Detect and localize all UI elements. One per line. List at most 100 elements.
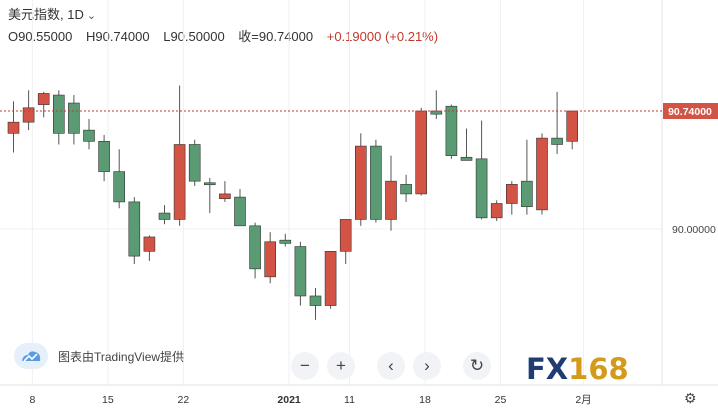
- x-tick-label: 22: [178, 394, 190, 406]
- candle-body: [7, 121, 20, 134]
- candle: [7, 101, 20, 153]
- candle: [505, 181, 518, 215]
- candle: [294, 241, 307, 306]
- candle: [445, 104, 458, 159]
- candle-body: [324, 251, 337, 306]
- candle-body: [339, 219, 352, 252]
- zoom-in-button[interactable]: +: [327, 352, 355, 380]
- minus-icon: −: [300, 356, 310, 375]
- candle-body: [536, 137, 548, 211]
- scroll-right-button[interactable]: ›: [413, 352, 441, 380]
- candle: [490, 200, 503, 222]
- candle: [52, 90, 65, 145]
- scroll-left-button[interactable]: ‹: [377, 352, 405, 380]
- candle-body: [566, 110, 579, 142]
- candle: [219, 181, 231, 202]
- zoom-out-button[interactable]: −: [291, 352, 319, 380]
- candle-body: [143, 236, 156, 252]
- candle-body: [249, 225, 261, 270]
- candle-body: [52, 94, 65, 134]
- last-price-badge-bg: [663, 103, 718, 119]
- candle-body: [400, 184, 412, 195]
- time-axis: 8 15 22 2021 11 18 25 2月: [29, 394, 591, 406]
- candle-body: [505, 184, 518, 204]
- x-tick-label: 15: [102, 394, 114, 406]
- candle: [324, 251, 337, 309]
- tradingview-logo-icon: [14, 343, 48, 369]
- candle-body: [475, 158, 488, 219]
- candle-body: [98, 140, 110, 172]
- candle: [173, 85, 186, 226]
- candle-body: [385, 180, 397, 220]
- candle-body: [22, 107, 35, 123]
- chevron-down-icon[interactable]: ⌄: [86, 10, 97, 22]
- candle: [460, 128, 473, 161]
- candle-body: [113, 171, 125, 203]
- last-price-label: 90.74000: [668, 106, 712, 118]
- candle: [264, 232, 277, 284]
- symbol-name: 美元指数: [8, 7, 61, 22]
- chevron-right-icon: ›: [424, 356, 430, 375]
- chevron-left-icon: ‹: [388, 356, 394, 375]
- candle: [83, 118, 95, 150]
- candle-body: [83, 129, 95, 142]
- candle: [370, 139, 382, 223]
- attribution-text: 图表由TradingView提供: [58, 349, 185, 364]
- candle-body: [370, 145, 382, 220]
- candle: [128, 197, 141, 265]
- candle-body: [279, 239, 292, 244]
- x-tick-label: 11: [344, 394, 355, 406]
- candle: [22, 90, 35, 131]
- reset-chart-button[interactable]: ↻: [463, 352, 491, 380]
- ohlc-legend: O90.55000 H90.74000 L90.50000 收=90.74000…: [8, 26, 448, 45]
- candle-body: [309, 295, 322, 306]
- candle: [400, 174, 412, 202]
- candle-body: [460, 156, 473, 161]
- gear-icon[interactable]: ⚙: [684, 390, 697, 406]
- x-tick-label: 18: [419, 394, 431, 406]
- candle-body: [354, 145, 367, 220]
- reset-icon: ↻: [469, 356, 485, 375]
- candle: [430, 90, 443, 119]
- candle: [143, 235, 156, 261]
- plus-icon: +: [336, 356, 346, 375]
- candle-body: [490, 203, 503, 219]
- candle-body: [264, 241, 277, 278]
- candle: [204, 177, 216, 214]
- tradingview-attribution[interactable]: 图表由TradingView提供: [14, 343, 184, 369]
- chart-title[interactable]: 美元指数, 1D ⌄: [8, 7, 97, 22]
- candle: [354, 133, 367, 226]
- change-value: +0.19000 (+0.21%): [326, 29, 439, 44]
- candle: [68, 95, 80, 145]
- candle-body: [128, 201, 141, 257]
- candle-body: [204, 182, 216, 186]
- candles: [7, 85, 579, 320]
- x-tick-label: 25: [495, 394, 507, 406]
- high-value: H90.74000: [85, 29, 150, 44]
- candle-body: [68, 102, 80, 134]
- fx168-logo: FX168: [526, 352, 629, 386]
- candle: [385, 155, 397, 231]
- candle: [566, 110, 579, 150]
- candle: [309, 288, 322, 320]
- close-value: 收=90.74000: [238, 29, 314, 44]
- candle-body: [445, 105, 458, 156]
- candle: [551, 91, 563, 155]
- candle-body: [219, 193, 231, 200]
- x-tick-label: 8: [29, 394, 35, 406]
- candle: [475, 120, 488, 220]
- candle-body: [37, 93, 50, 105]
- chart-grid: [0, 0, 662, 385]
- x-tick-label: 2月: [575, 394, 591, 406]
- candle: [339, 219, 352, 265]
- price-axis: 90.00000: [672, 224, 716, 236]
- candle: [158, 205, 171, 225]
- candle-body: [521, 180, 533, 207]
- candle: [249, 222, 261, 279]
- candle: [234, 189, 246, 227]
- candle: [536, 133, 548, 215]
- interval-label: 1D: [67, 7, 84, 22]
- x-tick-label: 2021: [277, 394, 301, 406]
- candle-body: [234, 196, 246, 227]
